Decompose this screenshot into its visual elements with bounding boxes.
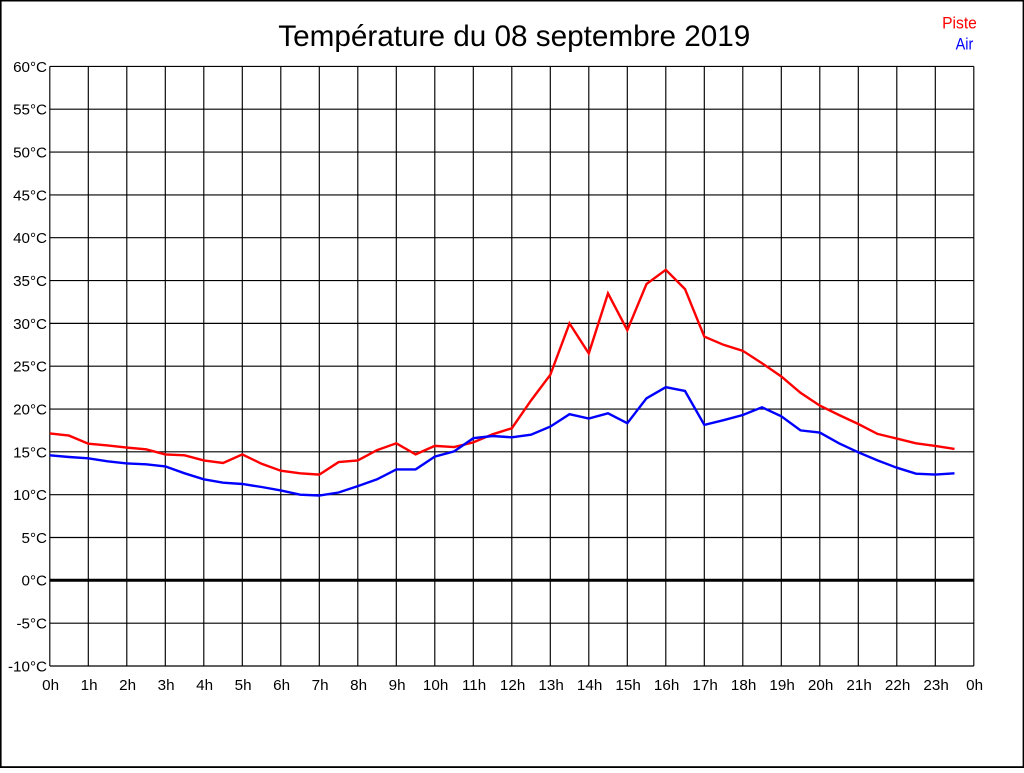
svg-text:-5°C: -5°C [16, 616, 47, 633]
svg-text:10h: 10h [423, 677, 448, 694]
svg-text:3h: 3h [158, 677, 175, 694]
svg-text:9h: 9h [389, 677, 406, 694]
svg-text:45°C: 45°C [13, 187, 47, 204]
svg-text:60°C: 60°C [13, 59, 47, 76]
svg-text:12h: 12h [500, 677, 525, 694]
svg-text:13h: 13h [538, 677, 563, 694]
svg-text:50°C: 50°C [13, 145, 47, 162]
svg-text:Piste: Piste [942, 14, 977, 33]
svg-text:1h: 1h [81, 677, 98, 694]
svg-text:40°C: 40°C [13, 230, 47, 247]
svg-text:10°C: 10°C [13, 487, 47, 504]
svg-text:11h: 11h [462, 677, 486, 694]
svg-text:5°C: 5°C [22, 530, 48, 547]
svg-text:6h: 6h [273, 677, 290, 694]
svg-text:17h: 17h [692, 677, 717, 694]
svg-text:14h: 14h [577, 677, 602, 694]
svg-text:19h: 19h [769, 677, 794, 694]
svg-text:Température du 08 septembre 20: Température du 08 septembre 2019 [278, 20, 750, 53]
svg-text:0h: 0h [966, 677, 983, 694]
svg-text:21h: 21h [846, 677, 871, 694]
svg-text:18h: 18h [731, 677, 756, 694]
svg-text:15°C: 15°C [13, 444, 47, 461]
svg-text:Air: Air [956, 35, 974, 53]
svg-text:35°C: 35°C [13, 273, 47, 290]
svg-text:55°C: 55°C [13, 102, 47, 119]
svg-text:30°C: 30°C [13, 316, 47, 333]
svg-text:20°C: 20°C [13, 401, 47, 418]
svg-text:23h: 23h [923, 677, 948, 694]
svg-text:25°C: 25°C [13, 359, 47, 376]
svg-text:22h: 22h [885, 677, 910, 694]
svg-text:8h: 8h [350, 677, 367, 694]
svg-text:4h: 4h [196, 677, 213, 694]
svg-text:16h: 16h [654, 677, 679, 694]
svg-text:0h: 0h [42, 677, 59, 694]
svg-text:20h: 20h [808, 677, 833, 694]
svg-text:2h: 2h [119, 677, 136, 694]
svg-text:15h: 15h [615, 677, 640, 694]
svg-text:-10°C: -10°C [8, 658, 47, 675]
svg-text:0°C: 0°C [22, 573, 48, 590]
svg-text:5h: 5h [235, 677, 252, 694]
svg-text:7h: 7h [312, 677, 329, 694]
